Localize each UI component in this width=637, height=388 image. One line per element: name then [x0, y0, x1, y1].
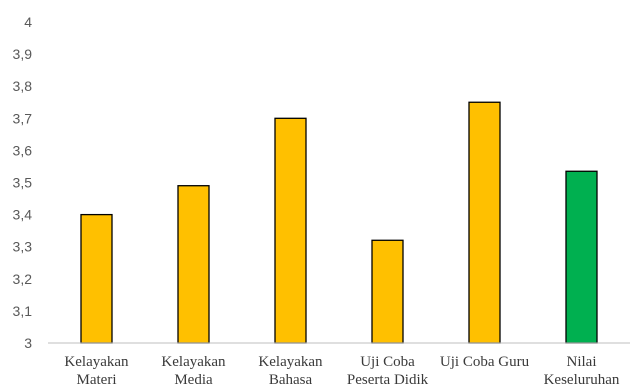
x-axis-labels: Kelayakan Materi Kelayakan Media Kelayakan Ba…	[64, 354, 619, 388]
y-tick-label: 3,2	[13, 271, 33, 287]
bars	[80, 101, 598, 344]
x-category-label: Kelayakan Bahasa	[258, 354, 323, 388]
x-category-label: Kelayakan Materi	[64, 354, 129, 388]
y-tick-label: 4	[24, 14, 32, 30]
x-category-label-line: Kelayakan	[161, 354, 226, 370]
x-category-label-line: Bahasa	[269, 372, 313, 388]
bar	[565, 170, 598, 344]
y-tick-label: 3,4	[13, 207, 33, 223]
x-category-label-line: Uji Coba Guru	[440, 354, 530, 370]
y-tick-label: 3,6	[13, 142, 33, 158]
bar	[274, 117, 307, 344]
bar	[468, 101, 501, 344]
x-category-label-line: Keseluruhan	[544, 372, 620, 388]
y-tick-label: 3	[24, 335, 32, 351]
x-category-label: Nilai Keseluruhan	[544, 354, 620, 388]
x-category-label-line: Materi	[77, 372, 117, 388]
x-category-label-line: Peserta Didik	[347, 372, 429, 388]
y-tick-label: 3,5	[13, 175, 33, 191]
x-category-label: Uji Coba Guru	[440, 354, 530, 370]
y-tick-label: 3,1	[13, 303, 33, 319]
x-category-label-line: Kelayakan	[64, 354, 129, 370]
y-tick-label: 3,8	[13, 78, 33, 94]
y-tick-label: 3,9	[13, 46, 33, 62]
y-tick-label: 3,7	[13, 110, 33, 126]
x-category-label-line: Nilai	[567, 354, 597, 370]
x-category-label-line: Media	[174, 372, 213, 388]
x-category-label: Uji Coba Peserta Didik	[347, 354, 429, 388]
x-category-label: Kelayakan Media	[161, 354, 226, 388]
bar	[371, 239, 404, 344]
y-tick-label: 3,3	[13, 239, 33, 255]
x-category-label-line: Uji Coba	[360, 354, 415, 370]
y-axis-ticks: 3 3,1 3,2 3,3 3,4 3,5 3,6 3,7 3,8 3,9 4	[13, 14, 33, 351]
bar	[177, 185, 210, 344]
bar	[80, 213, 113, 344]
x-category-label-line: Kelayakan	[258, 354, 323, 370]
